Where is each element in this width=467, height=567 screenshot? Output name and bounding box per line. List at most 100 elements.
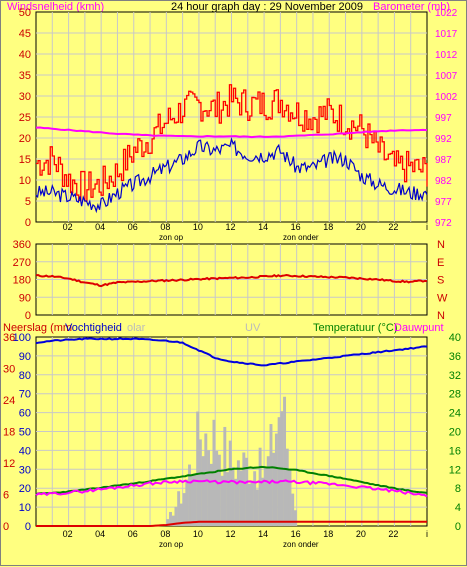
temp-y-tick: 16 bbox=[449, 445, 461, 457]
sunrise-label-1: zon op bbox=[159, 233, 184, 242]
x-tick-label: 12 bbox=[226, 222, 236, 232]
solar-bar bbox=[169, 511, 172, 526]
compass-tick: W bbox=[437, 292, 448, 304]
x-tick-label: 06 bbox=[128, 529, 138, 539]
humidity-y-tick: 80 bbox=[19, 370, 31, 382]
temp-y-tick: 36 bbox=[449, 351, 461, 363]
solar-bar bbox=[228, 440, 232, 526]
solar-bar bbox=[288, 468, 292, 526]
solar-bar bbox=[255, 489, 259, 526]
x-tick-label: 20 bbox=[356, 222, 366, 232]
temp-y-tick: 0 bbox=[455, 521, 461, 533]
x-tick-label: 18 bbox=[323, 529, 333, 539]
solar-bar bbox=[231, 466, 235, 526]
wind-y-tick: 5 bbox=[25, 196, 31, 208]
temperature-line bbox=[35, 465, 428, 496]
humidity-y-tick: 20 bbox=[19, 483, 31, 495]
humidity-axis-title: Vochtigheid bbox=[65, 322, 122, 334]
baro-line bbox=[35, 126, 428, 139]
solar-bar bbox=[201, 456, 205, 526]
solar-bar bbox=[236, 460, 240, 526]
x-tick-label: 18 bbox=[323, 222, 333, 232]
left-axis-title: Windsnelheid (kmh) bbox=[7, 1, 104, 13]
wind-y-tick: 50 bbox=[19, 7, 31, 19]
solar-bar bbox=[234, 478, 238, 526]
solar-bar bbox=[179, 503, 183, 526]
humidity-y-tick: 70 bbox=[19, 389, 31, 401]
temp-y-tick: 12 bbox=[449, 464, 461, 476]
sunset-label-1: zon onder bbox=[283, 233, 319, 242]
rain-y-tick: 24 bbox=[3, 395, 15, 407]
baro-y-tick: 1002 bbox=[435, 92, 458, 103]
solar-bar bbox=[174, 506, 178, 526]
temperature-axis-title: Temperatuur (°C) bbox=[313, 322, 397, 334]
sunrise-label-2: zon op bbox=[159, 540, 184, 549]
solar-bar bbox=[293, 510, 297, 526]
baro-y-tick: 1012 bbox=[435, 50, 458, 61]
baro-y-tick: 997 bbox=[435, 113, 452, 124]
solar-bar bbox=[190, 474, 194, 526]
x-tick-label: 02 bbox=[63, 222, 73, 232]
rain-y-tick: 12 bbox=[3, 458, 15, 470]
rain-y-tick: 6 bbox=[3, 490, 9, 502]
solar-bar bbox=[215, 450, 219, 526]
solar-bar bbox=[239, 470, 243, 526]
solar-bar bbox=[198, 439, 202, 526]
solar-bar bbox=[166, 519, 170, 526]
baro-y-tick: 1022 bbox=[435, 8, 458, 19]
humidity-y-tick: 50 bbox=[19, 427, 31, 439]
rain-y-tick: 0 bbox=[3, 521, 9, 533]
wind-y-tick: 15 bbox=[19, 154, 31, 166]
x-tick-label: 16 bbox=[291, 529, 301, 539]
solar-bar bbox=[207, 450, 210, 526]
wind-y-tick: 40 bbox=[19, 49, 31, 61]
dir-y-tick: 270 bbox=[13, 257, 31, 269]
temp-y-tick: 8 bbox=[455, 483, 461, 495]
wind-y-tick: 0 bbox=[25, 217, 31, 229]
solar-bar bbox=[182, 493, 186, 526]
temp-y-tick: 28 bbox=[449, 389, 461, 401]
solar-bar bbox=[250, 480, 254, 526]
x-tick-label: 10 bbox=[193, 529, 203, 539]
humidity-line bbox=[35, 337, 428, 367]
x-tick-label: 08 bbox=[160, 222, 170, 232]
solar-bar bbox=[258, 447, 262, 526]
compass-tick: S bbox=[437, 275, 444, 287]
compass-tick: N bbox=[437, 239, 445, 251]
solar-bar bbox=[223, 426, 227, 526]
wind-y-tick: 25 bbox=[19, 112, 31, 124]
solar-bar bbox=[283, 396, 287, 526]
solar-bar bbox=[185, 479, 189, 526]
temp-y-tick: 24 bbox=[449, 408, 461, 420]
tick-labels: 02 04 06 08 10 12 14 16 18 20 22 i02 04 06 08 10 12 14 16 1… bbox=[3, 7, 461, 539]
solar-axis-title: olar bbox=[127, 322, 146, 334]
solar-bar bbox=[291, 493, 295, 526]
solar-bar bbox=[220, 475, 224, 526]
x-tick-label: 08 bbox=[160, 529, 170, 539]
solar-bar bbox=[274, 433, 278, 526]
humidity-y-tick: 40 bbox=[19, 445, 31, 457]
rain-line bbox=[36, 520, 427, 527]
rain-y-tick: 30 bbox=[3, 364, 15, 376]
wind-y-tick: 10 bbox=[19, 175, 31, 187]
solar-bar bbox=[177, 491, 181, 526]
solar-bar bbox=[217, 454, 221, 526]
baro-y-tick: 992 bbox=[435, 134, 452, 145]
x-tick-label: 02 bbox=[63, 529, 73, 539]
rain-axis-title: Neerslag (mm bbox=[3, 322, 72, 334]
baro-y-tick: 987 bbox=[435, 155, 452, 166]
solar-bar bbox=[264, 468, 267, 526]
temp-y-tick: 40 bbox=[449, 332, 461, 344]
compass-tick: N bbox=[437, 310, 445, 322]
x-tick-label: 22 bbox=[388, 529, 398, 539]
dewpoint-line bbox=[35, 479, 428, 498]
humidity-y-tick: 60 bbox=[19, 408, 31, 420]
right-axis-title: Barometer (mb) bbox=[373, 1, 450, 13]
chart-title: 24 hour graph day : 29 November 2009 bbox=[171, 1, 363, 13]
x-tick-label: 22 bbox=[388, 222, 398, 232]
x-tick-label: 12 bbox=[226, 529, 236, 539]
dir-y-tick: 360 bbox=[13, 239, 31, 251]
solar-bar bbox=[245, 457, 248, 526]
